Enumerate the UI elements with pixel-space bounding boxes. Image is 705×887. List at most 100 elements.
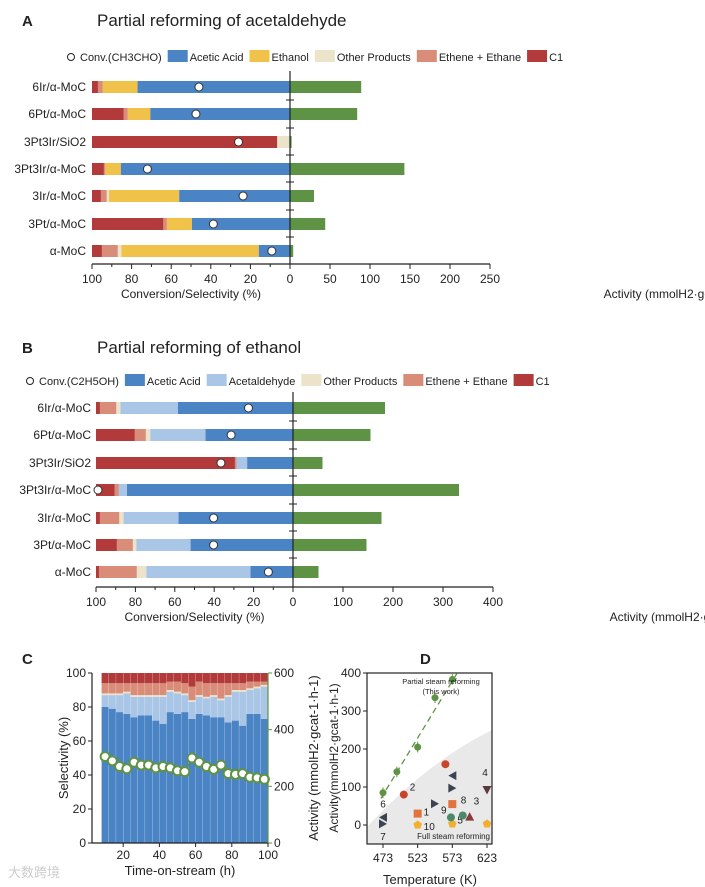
activity-bar — [293, 402, 385, 414]
reference-point — [431, 799, 439, 809]
conversion-marker — [93, 485, 103, 495]
bar-segment-ethene — [210, 683, 218, 696]
bar-segment-ethanol — [109, 190, 180, 202]
bar-segment-acetic — [190, 539, 293, 551]
bar-segment-other — [136, 566, 147, 578]
bar-segment-ethene — [202, 683, 210, 697]
bar-segment-acetic — [181, 712, 189, 843]
bar-segment-other — [224, 695, 232, 697]
bar-segment-other — [117, 245, 122, 257]
bar-segment-ethene — [116, 539, 133, 551]
bar-segment-ethene — [253, 681, 261, 687]
bar-segment-acetic — [120, 163, 291, 175]
x-tick-label: 100 — [360, 272, 380, 286]
bar-segment-acetic — [178, 512, 293, 524]
conversion-marker — [209, 513, 219, 523]
bar-segment-ethene — [108, 683, 116, 694]
bar-segment-c1 — [195, 673, 203, 682]
bar-segment-ethene — [103, 163, 106, 175]
category-label: 6Pt/α-MoC — [28, 107, 86, 121]
y-tick-label: 20 — [73, 802, 87, 816]
reference-point — [482, 786, 492, 795]
legend-conversion-marker-icon — [26, 377, 34, 385]
reference-label: 9 — [441, 805, 447, 816]
bar-segment-acetic — [217, 717, 225, 843]
bar-segment-c1 — [116, 673, 124, 684]
bar-segment-ethanol — [102, 81, 138, 93]
bar-segment-other — [108, 693, 116, 696]
bar-segment-c1 — [137, 673, 145, 684]
y-tick-label-right: 400 — [274, 723, 294, 737]
activity-bar — [293, 484, 459, 496]
x-tick-label: 250 — [480, 272, 500, 286]
bar-segment-acetaldehyde — [123, 693, 131, 714]
bar-segment-other — [181, 693, 189, 696]
bar-segment-ethene — [166, 681, 174, 690]
activity-bar — [290, 190, 314, 202]
bar-segment-acetaldehyde — [136, 539, 191, 551]
legend-label: C1 — [549, 52, 563, 64]
reference-point — [446, 813, 455, 822]
bar-segment-other — [152, 695, 160, 697]
conversion-marker — [194, 82, 204, 92]
reference-label: 1 — [424, 808, 430, 819]
x-axis-label-left: Conversion/Selectivity (%) — [121, 287, 261, 301]
bar-segment-acetaldehyde — [217, 700, 225, 718]
bar-segment-ethene — [116, 683, 124, 694]
bar-segment-ethene — [246, 681, 254, 689]
y-tick-label-right: 600 — [274, 666, 294, 680]
activity-bar — [290, 81, 362, 93]
bar-segment-c1 — [92, 136, 278, 148]
bar-segment-acetic — [101, 707, 109, 843]
y-tick-label: 60 — [73, 734, 87, 748]
activity-bar — [290, 245, 294, 257]
legend-swatch-other — [314, 50, 335, 62]
x-tick-label: 20 — [117, 848, 131, 862]
bar-segment-ethanol — [127, 108, 151, 120]
bar-segment-other — [145, 429, 151, 441]
x-tick-label: 473 — [373, 851, 393, 865]
x-tick-label: 623 — [477, 851, 497, 865]
panel-label-C: C — [22, 651, 33, 668]
category-label: 3Ir/α-MoC — [37, 511, 91, 525]
bar-segment-other — [137, 695, 145, 697]
x-tick-label: 40 — [204, 272, 218, 286]
legend-label: Other Products — [337, 52, 411, 64]
legend-swatch-acetic — [124, 374, 145, 386]
bar-segment-other — [260, 684, 268, 687]
bar-segment-c1 — [92, 108, 124, 120]
bar-segment-acetic — [116, 712, 124, 843]
bar-segment-other — [123, 691, 131, 694]
watermark: 大数跨境 — [8, 865, 61, 880]
reference-point — [441, 760, 450, 769]
bar-segment-c1 — [260, 673, 268, 682]
reference-label: 10 — [424, 822, 436, 833]
bar-segment-acetaldehyde — [181, 695, 189, 713]
x-tick-label: 80 — [125, 272, 139, 286]
bar-segment-ethene — [224, 683, 232, 696]
x-tick-label: 80 — [129, 595, 143, 609]
bar-segment-c1 — [239, 673, 247, 684]
y-tick-label-right: 0 — [274, 836, 281, 850]
bar-segment-acetaldehyde — [116, 695, 124, 713]
bar-segment-ethene — [99, 512, 120, 524]
bar-segment-other — [119, 512, 124, 524]
legend-conversion-marker-icon — [67, 53, 75, 61]
bar-segment-acetaldehyde — [224, 696, 232, 723]
x-tick-label: 20 — [247, 595, 261, 609]
bar-segment-other — [166, 690, 174, 692]
category-label: 6Ir/α-MoC — [37, 401, 91, 415]
x-axis-label: Temperature (K) — [383, 872, 477, 887]
activity-marker — [106, 755, 118, 767]
bar-segment-ethene — [239, 683, 247, 690]
bar-segment-c1 — [145, 673, 153, 684]
bar-segment-other — [101, 693, 109, 696]
x-tick-label: 573 — [442, 851, 462, 865]
y-tick-label: 80 — [73, 700, 87, 714]
conversion-marker — [191, 109, 201, 119]
annotation-full-steam: Full steam reforming — [417, 832, 490, 841]
bar-segment-ethene — [159, 683, 167, 696]
this-work-point — [379, 789, 387, 797]
panel-title-A: Partial reforming of acetaldehyde — [97, 11, 346, 30]
bar-segment-acetaldehyde — [123, 512, 179, 524]
